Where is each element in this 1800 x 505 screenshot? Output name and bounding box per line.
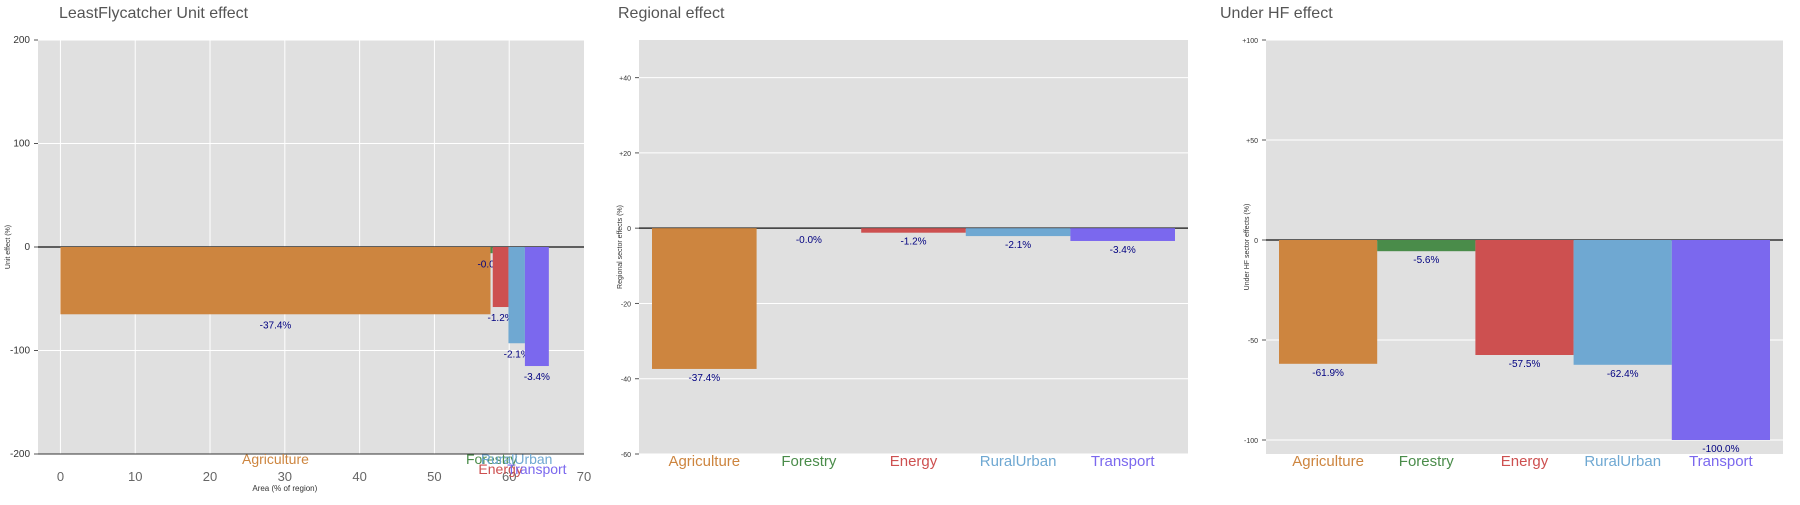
bar-value-label: -3.4% <box>1110 245 1136 256</box>
bar-energy <box>861 228 966 233</box>
category-label: Forestry <box>1399 453 1455 470</box>
bar-agriculture <box>1279 240 1378 364</box>
y-tick-label: -200 <box>10 449 30 460</box>
bar-energy <box>492 247 509 308</box>
category-label: Transport <box>1091 453 1155 470</box>
regional-effect-chart: +40 +20 0 -20 -40 -60 Regional sector effects … <box>617 40 1188 470</box>
bar-ruralurban <box>1573 240 1672 365</box>
bar-forestry <box>490 247 493 254</box>
x-tick-label: 70 <box>577 469 591 484</box>
unit-effect-title: LeastFlycatcher Unit effect <box>59 5 249 22</box>
under-hf-effect-chart: +100 +50 0 -50 -100 Under HF sector effects (… <box>1242 38 1783 470</box>
regional-effect-title: Regional effect <box>618 5 725 22</box>
y-tick-label: 200 <box>13 35 30 46</box>
bar-transport <box>1671 240 1770 440</box>
y-tick-label: 100 <box>13 139 30 150</box>
bar-ruralurban <box>508 247 525 344</box>
category-label: RuralUrban <box>1584 453 1661 470</box>
bar-value-label: -37.4% <box>260 320 292 331</box>
category-label: RuralUrban <box>481 451 553 467</box>
y-tick-label: -100 <box>1244 438 1258 445</box>
bar-transport <box>1070 228 1175 241</box>
category-label: Forestry <box>781 453 837 470</box>
y-tick-label: +50 <box>1246 138 1258 145</box>
x-tick-label: 30 <box>278 469 292 484</box>
category-label: Agriculture <box>242 451 309 467</box>
category-label: Forestry <box>466 451 517 467</box>
bar-value-label: -37.4% <box>688 373 720 384</box>
y-tick-label: -60 <box>621 452 631 459</box>
category-label: Energy <box>1501 453 1549 470</box>
y-axis-title: Regional sector effects (%) <box>617 205 624 289</box>
bar-ruralurban <box>965 228 1071 237</box>
bar-value-label: -1.2% <box>488 313 514 324</box>
bar-value-label: -2.1% <box>504 349 530 360</box>
y-tick-label: 0 <box>24 242 30 253</box>
y-tick-label: -100 <box>10 346 30 357</box>
bar-agriculture <box>652 228 757 369</box>
bar-transport <box>524 247 549 367</box>
y-tick-label: -40 <box>621 377 631 384</box>
y-tick-label: -20 <box>621 301 631 308</box>
x-axis-title: Area (% of region) <box>252 484 317 493</box>
y-tick-label: 0 <box>627 226 631 233</box>
bar-value-label: -0.0% <box>796 235 822 246</box>
x-tick-label: 60 <box>502 469 516 484</box>
category-label: Agriculture <box>1292 453 1364 470</box>
x-tick-label: 20 <box>203 469 217 484</box>
category-label: Transport <box>1689 453 1753 470</box>
y-tick-label: +40 <box>619 76 631 83</box>
category-label: Agriculture <box>668 453 740 470</box>
category-label: RuralUrban <box>980 453 1057 470</box>
bar-value-label: -5.6% <box>1413 255 1439 266</box>
under-hf-effect-panel: Under HF effect +100 +50 0 -50 -100 Under HF … <box>1200 0 1800 500</box>
regional-effect-panel: Regional effect +40 +20 0 -20 -40 -60 Regional… <box>600 0 1200 500</box>
y-tick-label: +20 <box>619 151 631 158</box>
x-tick-label: 50 <box>427 469 441 484</box>
category-label: Energy <box>890 453 938 470</box>
under-hf-effect-title: Under HF effect <box>1220 5 1333 22</box>
unit-effect-chart: 200 100 0 -100 -200 Unit effect (%) 0 10 20 30 40 5… <box>5 35 591 493</box>
bar-agriculture <box>60 247 491 315</box>
y-tick-label: -50 <box>1248 338 1258 345</box>
bar-value-label: -3.4% <box>524 372 550 383</box>
bar-value-label: -100.0% <box>1702 444 1739 455</box>
y-tick-label: 0 <box>1254 238 1258 245</box>
x-tick-label: 10 <box>128 469 142 484</box>
bar-value-label: -62.4% <box>1607 369 1639 380</box>
x-tick-label: 0 <box>57 469 64 484</box>
bar-value-label: -57.5% <box>1509 359 1541 370</box>
y-axis-title: Under HF sector effects (%) <box>1244 204 1251 291</box>
unit-effect-panel: LeastFlycatcher Unit effect 200 100 0 -100-… <box>0 0 600 500</box>
category-label: Energy <box>478 461 522 477</box>
bar-value-label: -2.1% <box>1005 240 1031 251</box>
x-tick-label: 40 <box>352 469 366 484</box>
bar-value-label: -61.9% <box>1312 368 1344 379</box>
bar-value-label: -0.0% <box>477 260 503 271</box>
bar-value-label: -1.2% <box>900 237 926 248</box>
y-tick-label: +100 <box>1242 38 1258 45</box>
bar-energy <box>1475 240 1574 355</box>
bar-forestry <box>1377 240 1476 252</box>
category-label: Transport <box>507 461 567 477</box>
y-axis-title: Unit effect (%) <box>5 225 12 269</box>
